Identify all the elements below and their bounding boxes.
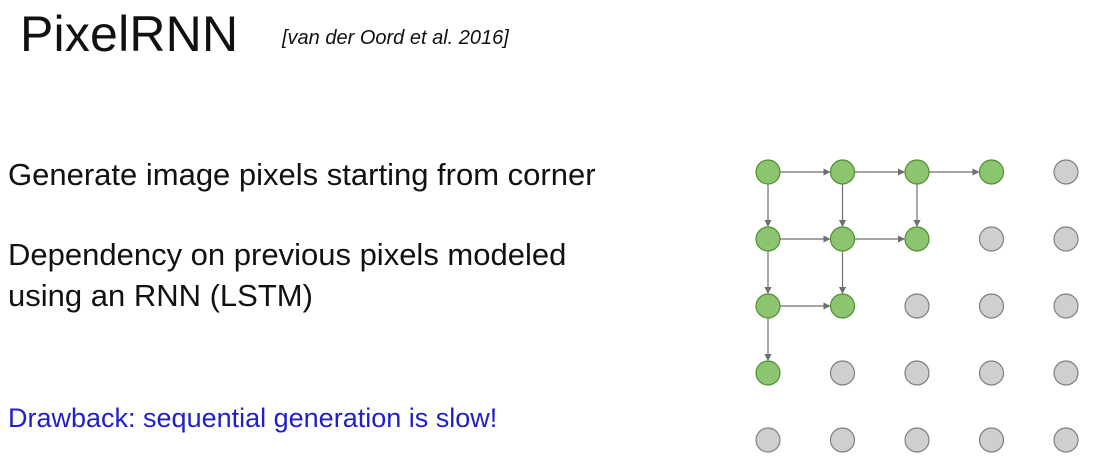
generated-pixel-1-1 <box>829 226 856 252</box>
citation: [van der Oord et al. 2016] <box>282 27 509 49</box>
generated-pixel-0-3 <box>978 159 1005 185</box>
pending-pixel-2-4 <box>1053 293 1079 319</box>
pending-pixel-4-4 <box>1053 427 1079 453</box>
pending-pixel-2-3 <box>978 293 1005 319</box>
generated-pixel-0-0 <box>755 159 781 185</box>
bullet-line-1: Generate image pixels starting from corn… <box>8 157 596 192</box>
drawback-note: Drawback: sequential generation is slow! <box>8 403 498 433</box>
pending-pixel-3-1 <box>829 360 856 386</box>
bullet-line-2: Dependency on previous pixels modeled <box>8 237 567 272</box>
pending-pixel-0-4 <box>1053 159 1079 185</box>
generated-pixel-3-0 <box>755 360 781 386</box>
slide-title: PixelRNN <box>20 6 239 62</box>
pending-pixel-3-3 <box>978 360 1005 386</box>
pending-pixel-3-2 <box>904 360 930 386</box>
generated-pixel-2-1 <box>829 293 856 319</box>
pending-pixel-2-2 <box>904 293 930 319</box>
pixel-grid-svg <box>755 159 1079 453</box>
generated-pixel-1-2 <box>904 226 930 252</box>
pending-pixel-4-0 <box>755 427 781 453</box>
pixel-grid-diagram <box>740 145 1090 460</box>
bullet-block-2: Dependency on previous pixels modeled us… <box>8 234 566 316</box>
generated-pixel-0-1 <box>829 159 856 185</box>
generated-pixel-2-0 <box>755 293 781 319</box>
bullet-line-3: using an RNN (LSTM) <box>8 278 313 313</box>
generated-pixel-1-0 <box>755 226 781 252</box>
pending-pixel-1-3 <box>978 226 1005 252</box>
pending-pixel-1-4 <box>1053 226 1079 252</box>
generated-pixel-0-2 <box>904 159 930 185</box>
pending-pixel-4-1 <box>829 427 856 453</box>
pending-pixel-4-2 <box>904 427 930 453</box>
pending-pixel-3-4 <box>1053 360 1079 386</box>
pending-pixel-4-3 <box>978 427 1005 453</box>
